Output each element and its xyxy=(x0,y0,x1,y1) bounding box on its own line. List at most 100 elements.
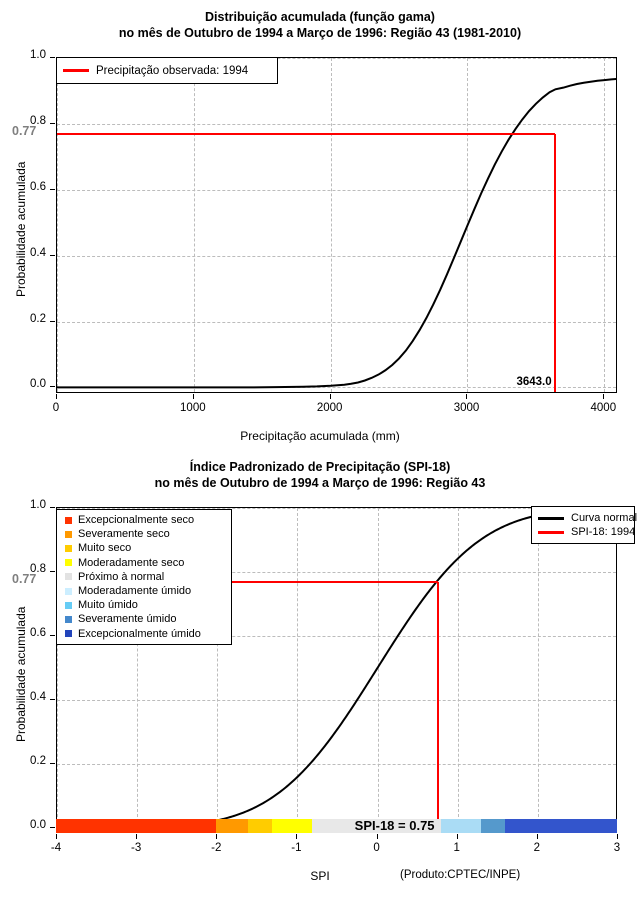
chart1-highlight-prob-label: 0.77 xyxy=(12,123,37,138)
chart1-y-tick-label: 0.6 xyxy=(30,180,46,193)
chart1-y-tick-label: 0.2 xyxy=(30,312,46,325)
chart2-gridline-h xyxy=(57,508,616,509)
chart1-plot-area xyxy=(56,57,617,393)
chart2-curve-legend: Curva normal SPI-18: 1994 xyxy=(531,506,638,544)
chart2-x-tick xyxy=(456,834,458,839)
legend-category-item: Moderadamente seco xyxy=(57,556,231,570)
chart1-x-tick-label: 1000 xyxy=(180,402,206,414)
chart2-plot-inner xyxy=(57,508,616,832)
colorbar-segment xyxy=(272,819,313,833)
chart1-y-tick xyxy=(50,57,55,58)
chart2-gridline-v xyxy=(297,508,299,832)
chart1-x-tick-label: 0 xyxy=(52,402,60,414)
legend-category-label: Moderadamente seco xyxy=(78,556,185,569)
chart1-curve xyxy=(57,77,616,389)
colorbar-segment xyxy=(56,819,217,833)
chart2-category-legend: Excepcionalmente seco Severamente seco Mui… xyxy=(56,509,232,645)
legend-category-item: Excepcionalmente úmido xyxy=(57,627,231,641)
category-swatch-icon xyxy=(65,573,72,581)
legend-curve-item: SPI-18: 1994 xyxy=(532,525,635,539)
legend-category-item: Próximo à normal xyxy=(57,570,231,584)
chart2-gridline-h xyxy=(57,635,616,637)
chart2-gridline-v xyxy=(57,508,58,832)
chart1-observed-prob-line xyxy=(57,132,556,135)
chart2-y-tick-label: 0.2 xyxy=(30,754,46,767)
chart2-x-tick xyxy=(216,834,218,839)
chart1-y-tick xyxy=(50,254,55,256)
chart2-gridline-h xyxy=(57,699,616,701)
chart1-x-tick xyxy=(466,394,468,399)
chart2-x-tick xyxy=(136,834,138,839)
black-line-icon xyxy=(538,517,564,520)
chart1-gridline-h xyxy=(57,58,616,59)
chart1-y-tick-label: 0.4 xyxy=(30,246,46,259)
gamma-cdf-chart-panel: Distribuição acumulada (função gama) no … xyxy=(0,9,640,443)
chart2-gridline-v xyxy=(217,508,219,832)
colorbar-segment xyxy=(248,819,273,833)
chart2-x-axis-title: SPI xyxy=(310,869,330,883)
chart1-x-tick xyxy=(192,394,194,399)
chart1-y-tick-label: 1.0 xyxy=(30,49,46,61)
chart2-y-tick-label: 1.0 xyxy=(30,499,46,511)
spi-value-annotation: SPI-18 = 0.75 xyxy=(354,818,435,833)
chart2-y-tick-label: 0.6 xyxy=(30,626,46,639)
legend-curve-item: Curva normal xyxy=(532,511,638,525)
chart2-y-tick-label: 0.4 xyxy=(30,690,46,703)
chart1-gridline-h xyxy=(57,387,616,389)
chart1-observed-value-label: 3643.0 xyxy=(516,376,552,388)
legend-curve-label: Curva normal xyxy=(571,512,638,524)
legend-item-label: Precipitação observada: 1994 xyxy=(96,64,249,77)
colorbar-segment xyxy=(440,819,481,833)
chart1-gridline-v xyxy=(57,58,58,392)
chart2-y-tick xyxy=(50,507,55,508)
chart1-legend: Precipitação observada: 1994 xyxy=(56,57,278,84)
category-swatch-icon xyxy=(65,615,72,623)
chart1-title-line2: no mês de Outubro de 1994 a Março de 199… xyxy=(118,26,522,40)
legend-category-label: Severamente seco xyxy=(78,528,170,541)
chart2-x-tick xyxy=(296,834,298,839)
chart2-x-tick xyxy=(56,834,57,839)
chart2-gridline-h xyxy=(57,571,616,573)
chart2-gridline-v xyxy=(137,508,139,832)
chart2-x-tick xyxy=(617,834,618,839)
chart2-x-tick-label: -3 xyxy=(131,842,142,854)
colorbar-segment xyxy=(216,819,249,833)
category-swatch-icon xyxy=(65,559,72,567)
legend-category-item: Moderadamente úmido xyxy=(57,584,231,598)
category-swatch-icon xyxy=(65,530,72,538)
chart2-y-tick xyxy=(50,826,55,828)
chart1-observed-precip-line xyxy=(554,133,557,392)
chart1-plot-inner xyxy=(57,58,616,392)
chart1-x-axis-title: Precipitação acumulada (mm) xyxy=(240,429,400,443)
chart2-gridline-v xyxy=(457,508,459,832)
chart1-x-tick-label: 4000 xyxy=(590,402,617,414)
chart1-y-tick xyxy=(50,320,55,322)
chart1-title: Distribuição acumulada (função gama) no … xyxy=(0,9,640,41)
chart2-gridline-h xyxy=(57,763,616,765)
legend-category-label: Excepcionalmente úmido xyxy=(78,627,201,640)
chart1-y-tick xyxy=(50,188,55,190)
legend-item-observed: Precipitação observada: 1994 xyxy=(57,65,248,77)
chart2-title-line2: no mês de Outubro de 1994 a Março de 199… xyxy=(154,476,486,490)
legend-category-label: Próximo à normal xyxy=(78,570,165,583)
legend-category-label: Excepcionalmente seco xyxy=(78,514,195,527)
chart1-x-tick-label: 3000 xyxy=(453,402,480,414)
spi-chart-panel: Índice Padronizado de Precipitação (SPI-… xyxy=(0,450,640,900)
chart1-y-tick xyxy=(50,386,55,388)
chart2-title-line1: Índice Padronizado de Precipitação (SPI-… xyxy=(189,460,451,474)
legend-category-item: Muito úmido xyxy=(57,598,231,612)
chart2-y-tick xyxy=(50,762,55,764)
chart2-x-tick-label: 2 xyxy=(533,842,541,854)
chart1-title-line1: Distribuição acumulada (função gama) xyxy=(205,10,435,24)
chart2-x-tick xyxy=(376,834,378,839)
chart1-x-tick xyxy=(56,394,57,399)
legend-category-label: Muito úmido xyxy=(78,599,138,612)
red-line-icon xyxy=(538,531,564,534)
legend-category-label: Muito seco xyxy=(78,542,132,555)
chart1-gridline-h xyxy=(57,123,616,125)
chart1-gridline-h xyxy=(57,189,616,191)
chart1-gridline-h xyxy=(57,255,616,257)
colorbar-segment xyxy=(312,819,441,833)
chart1-x-tick xyxy=(603,394,605,399)
chart2-footer-note: (Produto:CPTEC/INPE) xyxy=(400,869,521,881)
